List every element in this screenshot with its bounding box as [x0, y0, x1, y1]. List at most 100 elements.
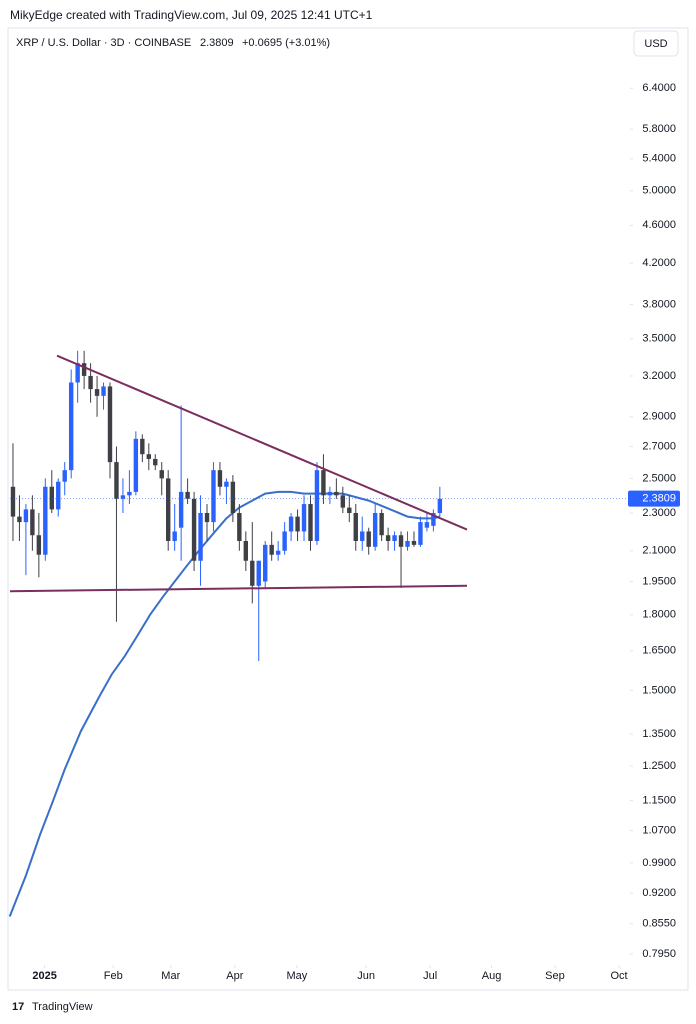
candle-body [437, 498, 443, 513]
candle-body [275, 550, 281, 555]
candle-body [256, 560, 261, 586]
y-tick-label: 0.9900 [642, 857, 676, 869]
candle-body [347, 507, 352, 513]
y-tick-label: 1.0700 [642, 825, 676, 837]
logo: TradingView [32, 1001, 93, 1013]
candle-body [211, 470, 216, 523]
y-tick-label: 0.9200 [642, 887, 676, 899]
moving-average [8, 490, 441, 917]
y-tick-label: 1.5000 [642, 684, 676, 696]
y-tick-label: 5.0000 [642, 185, 676, 197]
candle-body [282, 531, 287, 551]
y-tick-label: 2.3000 [642, 507, 676, 519]
currency[interactable]: USD [644, 38, 667, 50]
x-tick-label: Sep [545, 970, 565, 982]
candle-body [166, 478, 171, 541]
y-tick-label: 1.1500 [642, 795, 676, 807]
candle-body [424, 522, 430, 528]
chart-frame [7, 27, 689, 991]
candle-body [56, 481, 61, 510]
candle-body [224, 481, 229, 487]
candle-body [107, 386, 113, 463]
candle-body [81, 363, 87, 376]
last-price-label: 2.3809 [642, 493, 676, 505]
candle-body [308, 504, 313, 541]
y-tick-label: 5.4000 [642, 153, 676, 165]
change: +0.0695 (+3.01%) [242, 37, 330, 49]
y-tick-label: 2.7000 [642, 440, 676, 452]
candle-body [243, 540, 249, 561]
y-tick-label: 1.8000 [642, 609, 676, 621]
x-tick-label: Oct [610, 970, 627, 982]
candle-body [17, 516, 22, 523]
candle-body [75, 363, 80, 383]
y-tick-label: 2.1000 [642, 545, 676, 557]
candle-body [88, 375, 93, 390]
y-tick-label: 4.2000 [642, 257, 676, 269]
logo-mark: 17 [12, 1001, 24, 1013]
last-price-tag [628, 490, 680, 507]
y-tick-label: 2.9000 [642, 411, 676, 423]
candle-body [133, 438, 139, 492]
candle-body [43, 486, 48, 555]
candle-body [411, 540, 417, 545]
currency-button[interactable] [633, 30, 679, 57]
trendline [56, 354, 468, 531]
x-tick-label: Jul [423, 970, 437, 982]
candle-body [288, 516, 294, 532]
x-tick-label: Apr [226, 970, 243, 982]
candle-body [360, 531, 365, 541]
candle-body [366, 531, 371, 547]
y-tick-label: 0.7950 [642, 948, 676, 960]
candle-body [237, 512, 242, 541]
candle-body [392, 535, 397, 541]
candle-body [379, 512, 384, 536]
y-tick-label: 0.8550 [642, 918, 676, 930]
price: 2.3809 [200, 37, 234, 49]
candle-body [159, 470, 164, 479]
x-tick-label: 2025 [32, 970, 56, 982]
candle-body [185, 491, 190, 499]
candle-body [198, 512, 203, 561]
candle-body [269, 544, 274, 555]
x-tick-label: Feb [104, 970, 123, 982]
candle-body [140, 438, 145, 455]
candle-body [334, 491, 339, 496]
candle-body [178, 491, 184, 528]
candle-body [217, 470, 223, 487]
y-tick-label: 3.5000 [642, 333, 676, 345]
y-tick-label: 1.6500 [642, 645, 676, 657]
candle-body [172, 531, 177, 541]
candle-body [10, 486, 16, 517]
candle-body [372, 512, 378, 547]
attribution: MikyEdge created with TradingView.com, J… [10, 8, 373, 22]
candle-body [385, 535, 391, 541]
trendline [9, 584, 468, 593]
candle-body [431, 512, 436, 526]
x-tick-label: Aug [482, 970, 502, 982]
x-tick-label: May [287, 970, 308, 982]
candle-body [230, 481, 236, 513]
candle-body [353, 512, 358, 541]
candle-body [418, 522, 423, 545]
y-tick-label: 2.5000 [642, 472, 676, 484]
candle-body [314, 470, 320, 541]
y-tick-label: 1.2500 [642, 760, 676, 772]
candle-body [62, 470, 67, 482]
candle-body [263, 544, 268, 582]
y-tick-label: 6.4000 [642, 82, 676, 94]
candle-body [191, 498, 197, 561]
candle-body [49, 486, 54, 510]
candle-body [36, 535, 42, 555]
y-tick-label: 1.9500 [642, 575, 676, 587]
candle-body [153, 458, 158, 466]
y-tick-label: 3.8000 [642, 299, 676, 311]
candle-body [127, 491, 132, 496]
candle-body [405, 540, 410, 547]
candle-body [327, 491, 333, 496]
candle-body [68, 382, 74, 471]
candle-body [321, 470, 326, 496]
y-tick-label: 1.3500 [642, 728, 676, 740]
y-tick-label: 4.6000 [642, 219, 676, 231]
